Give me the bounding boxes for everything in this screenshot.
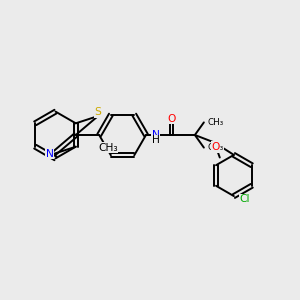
Text: CH₃: CH₃ [208, 143, 224, 152]
Text: O: O [212, 142, 220, 152]
Text: Cl: Cl [239, 194, 250, 204]
Text: CH₃: CH₃ [208, 118, 224, 127]
Text: S: S [94, 107, 101, 118]
Text: N: N [152, 130, 160, 140]
Text: H: H [152, 135, 160, 146]
Text: CH₃: CH₃ [98, 143, 118, 153]
Text: N: N [46, 149, 54, 159]
Text: O: O [167, 114, 176, 124]
